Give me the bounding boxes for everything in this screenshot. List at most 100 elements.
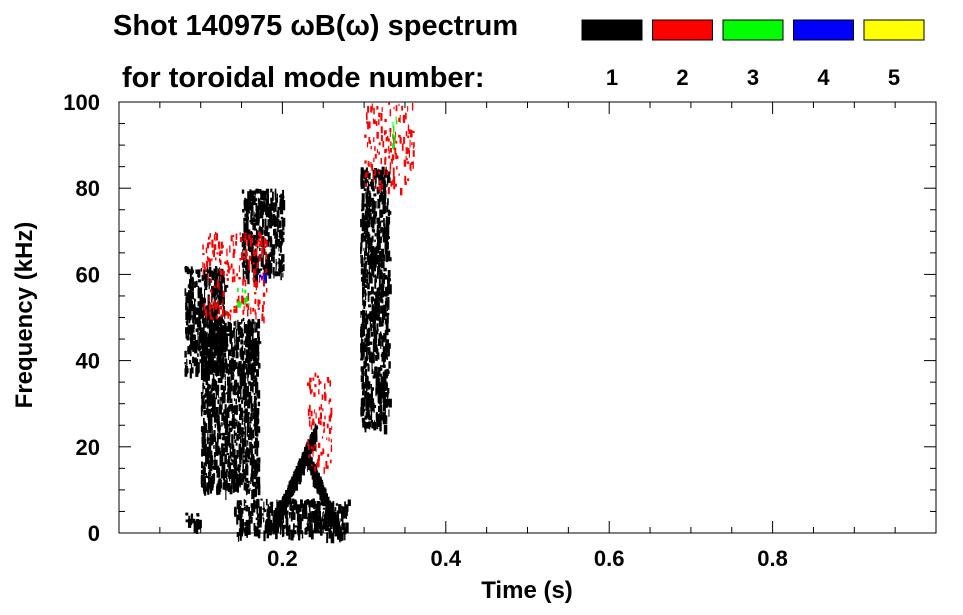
heatmap-cell [361,221,366,226]
heatmap-cell [228,437,231,448]
heatmap-cell [215,345,218,355]
heatmap-cell [216,483,219,487]
heatmap-cell [253,395,257,401]
heatmap-cell [380,158,383,165]
heatmap-cell [213,296,216,300]
heatmap-cell [219,258,221,263]
heatmap-cell [385,148,388,152]
heatmap-cell [211,383,215,391]
heatmap-cell [256,262,259,268]
heatmap-cell [364,393,367,400]
heatmap-cell [360,245,363,252]
heatmap-cell [403,136,406,144]
heatmap-cell [267,232,270,238]
heatmap-cell [315,444,317,452]
heatmap-cell [377,229,381,239]
heatmap-cell [275,523,278,528]
heatmap-cell [375,173,377,184]
heatmap-cell [326,377,330,382]
x-tick-label: 0.4 [431,546,462,571]
heatmap-cell [254,367,256,373]
heatmap-cell [213,244,217,250]
heatmap-cell [212,329,216,338]
heatmap-cell [231,469,234,479]
heatmap-cell [371,217,374,227]
heatmap-cell [311,433,314,436]
heatmap-cell [256,272,259,284]
heatmap-cell [360,398,362,406]
heatmap-cell [239,456,242,465]
heatmap-cell [300,502,303,505]
heatmap-cell [365,314,369,325]
heatmap-cell [280,506,282,509]
heatmap-cell [262,272,264,280]
heatmap-cell [365,209,368,216]
heatmap-cell [317,459,319,466]
heatmap-cell [380,190,383,201]
heatmap-cell [326,437,328,440]
heatmap-cell [226,260,229,265]
heatmap-cell [247,235,251,244]
heatmap-cell [383,352,386,361]
heatmap-cell [229,398,233,404]
heatmap-cell [243,482,247,491]
heatmap-cell [215,315,219,320]
heatmap-cell [253,251,256,257]
heatmap-cell [360,315,362,318]
heatmap-cell [254,399,257,407]
heatmap-cell [197,353,199,357]
heatmap-cell [263,201,266,212]
mode-1-feature [241,188,286,285]
heatmap-cell [213,249,215,257]
heatmap-cell [363,223,366,235]
heatmap-cell [219,250,221,256]
heatmap-cell [237,295,240,303]
heatmap-cell [222,462,225,468]
heatmap-cell [318,506,321,516]
heatmap-cell [398,103,400,107]
heatmap-cell [231,347,235,352]
heatmap-cell [235,233,238,240]
heatmap-cell [229,361,232,372]
heatmap-cell [365,198,369,209]
heatmap-cell [216,485,219,496]
heatmap-cell [242,455,246,458]
heatmap-cell [247,419,249,424]
heatmap-cell [207,274,209,280]
heatmap-cell [231,403,234,411]
heatmap-cell [310,468,314,472]
heatmap-cell [249,367,251,375]
heatmap-cell [376,349,379,359]
heatmap-cell [369,140,371,144]
heatmap-cell [195,280,198,287]
heatmap-cell [272,214,276,222]
heatmap-cell [315,412,317,419]
heatmap-cell [201,461,204,469]
heatmap-cell [241,252,244,260]
heatmap-cell [360,236,364,243]
heatmap-cell [367,174,369,179]
heatmap-cell [222,245,224,248]
heatmap-cell [229,443,232,453]
heatmap-cell [377,190,379,195]
heatmap-cell [372,173,374,181]
heatmap-cell [278,242,280,252]
heatmap-cell [213,445,215,449]
heatmap-cell [221,401,223,410]
heatmap-cell [329,428,332,434]
heatmap-cell [365,247,367,254]
heatmap-cell [361,350,363,358]
heatmap-cell [202,426,206,436]
heatmap-cell [244,270,246,275]
heatmap-cell [186,306,189,316]
heatmap-cell [244,223,247,234]
heatmap-cell [249,363,253,375]
mode-1-feature [360,166,392,435]
heatmap-cell [291,476,294,479]
heatmap-cell [213,465,217,470]
y-tick-label: 40 [76,349,100,374]
heatmap-cell [364,174,367,178]
heatmap-cell [376,275,378,279]
heatmap-cell [222,473,225,481]
heatmap-cell [316,524,319,533]
